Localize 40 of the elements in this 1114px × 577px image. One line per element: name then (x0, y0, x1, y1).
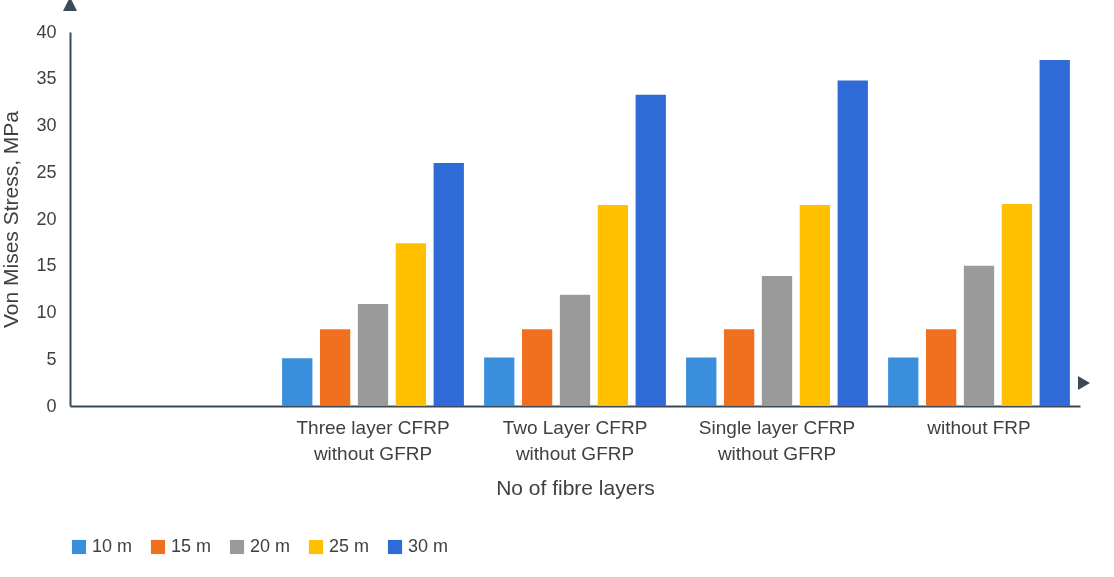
y-tick-label: 5 (46, 348, 57, 369)
bar (761, 276, 793, 406)
bar (799, 204, 831, 406)
bar (395, 243, 427, 406)
legend-label: 15 m (171, 536, 212, 556)
bar (635, 94, 666, 406)
bar (319, 329, 351, 406)
bar (521, 329, 553, 406)
x-tick-label: Three layer CFRP without GFRP (296, 416, 450, 464)
y-tick-label: 10 (36, 302, 57, 322)
bar (433, 162, 464, 406)
y-tick-label: 25 (36, 161, 57, 182)
x-tick-label: Two Layer CFRP without GFRP (502, 416, 648, 464)
bar (925, 329, 957, 406)
bar (1039, 60, 1070, 406)
y-axis-title: Von Mises Stress, MPa (0, 110, 23, 329)
legend-label: 25 m (329, 536, 370, 556)
y-tick-label: 40 (36, 21, 57, 42)
bar (963, 265, 995, 406)
x-tick-label: without FRP (926, 416, 1031, 438)
y-tick-label: 35 (36, 68, 57, 89)
x-axis-title: No of fibre layers (496, 475, 655, 499)
bar (282, 358, 313, 406)
y-tick-label: 0 (46, 395, 57, 416)
bar (597, 204, 629, 406)
y-tick-label: 20 (36, 208, 57, 229)
bar (837, 80, 868, 406)
x-tick-label: Single layer CFRP without GFRP (698, 416, 856, 464)
bar (559, 294, 591, 406)
bar (888, 357, 919, 406)
bar (484, 357, 515, 406)
bar (686, 357, 717, 406)
bar (357, 304, 389, 406)
y-tick-label: 30 (36, 115, 57, 135)
bar (723, 329, 755, 406)
legend-label: 30 m (408, 536, 449, 556)
legend-label: 10 m (92, 536, 133, 556)
legend-label: 20 m (250, 536, 291, 556)
y-tick-label: 15 (36, 255, 57, 276)
bar (1001, 204, 1033, 406)
